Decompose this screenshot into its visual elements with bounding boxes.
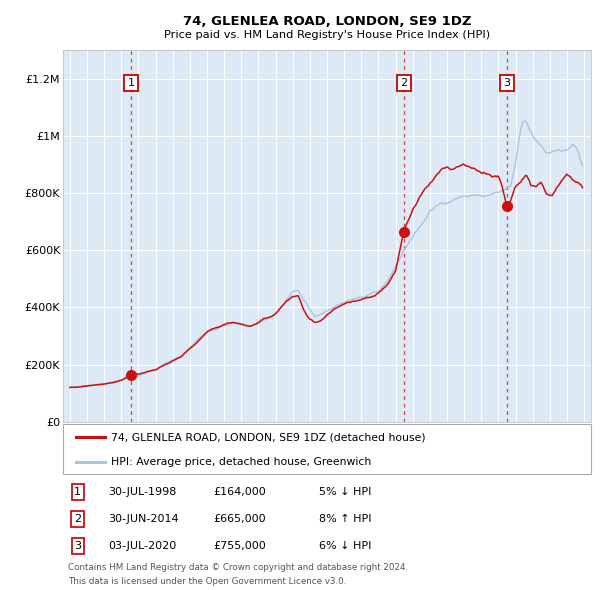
Text: 74, GLENLEA ROAD, LONDON, SE9 1DZ (detached house): 74, GLENLEA ROAD, LONDON, SE9 1DZ (detac… — [110, 432, 425, 442]
Text: 03-JUL-2020: 03-JUL-2020 — [108, 541, 176, 551]
Text: Price paid vs. HM Land Registry's House Price Index (HPI): Price paid vs. HM Land Registry's House … — [164, 30, 490, 40]
Text: This data is licensed under the Open Government Licence v3.0.: This data is licensed under the Open Gov… — [68, 577, 347, 586]
Text: 30-JUN-2014: 30-JUN-2014 — [108, 514, 179, 524]
Text: 3: 3 — [74, 541, 81, 551]
Text: 5% ↓ HPI: 5% ↓ HPI — [319, 487, 371, 497]
Text: 6% ↓ HPI: 6% ↓ HPI — [319, 541, 371, 551]
Text: £164,000: £164,000 — [214, 487, 266, 497]
Text: Contains HM Land Registry data © Crown copyright and database right 2024.: Contains HM Land Registry data © Crown c… — [68, 563, 409, 572]
Text: 2: 2 — [74, 514, 82, 524]
Text: £665,000: £665,000 — [214, 514, 266, 524]
Text: £755,000: £755,000 — [214, 541, 266, 551]
Text: HPI: Average price, detached house, Greenwich: HPI: Average price, detached house, Gree… — [110, 457, 371, 467]
Text: 3: 3 — [503, 78, 511, 88]
FancyBboxPatch shape — [63, 424, 591, 474]
Text: 1: 1 — [128, 78, 134, 88]
Text: 8% ↑ HPI: 8% ↑ HPI — [319, 514, 371, 524]
Text: 2: 2 — [401, 78, 407, 88]
Text: 30-JUL-1998: 30-JUL-1998 — [108, 487, 176, 497]
Text: 1: 1 — [74, 487, 81, 497]
Text: 74, GLENLEA ROAD, LONDON, SE9 1DZ: 74, GLENLEA ROAD, LONDON, SE9 1DZ — [183, 15, 471, 28]
